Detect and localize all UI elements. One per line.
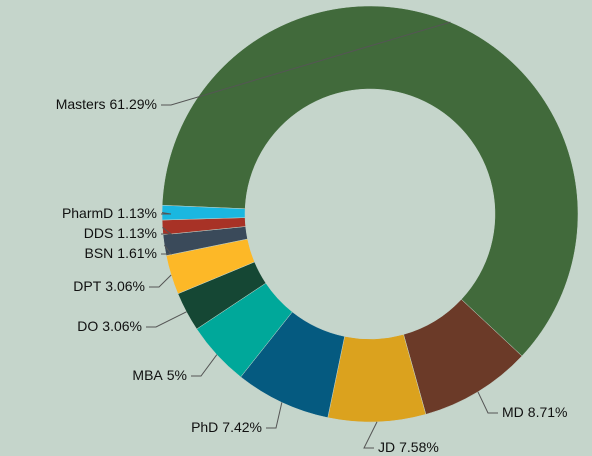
- slice-label: Masters 61.29%: [56, 96, 157, 112]
- slice-label: JD 7.58%: [378, 439, 439, 455]
- leader-line: [161, 21, 451, 106]
- category-name: PhD: [191, 419, 218, 435]
- value-label: 5%: [167, 367, 187, 383]
- slice: [161, 205, 246, 221]
- leader-line: [477, 391, 498, 414]
- value-label: 3.06%: [102, 318, 142, 334]
- category-name: MBA: [132, 367, 163, 383]
- slice-label: DDS 1.13%: [84, 225, 157, 241]
- category-name: JD: [378, 439, 395, 455]
- value-label: 1.13%: [117, 225, 157, 241]
- leader-line: [161, 244, 173, 255]
- value-label: 1.61%: [117, 245, 157, 261]
- slice-label: MBA 5%: [132, 367, 187, 383]
- category-name: MD: [502, 404, 524, 420]
- leader-line: [161, 227, 173, 235]
- value-label: 7.58%: [399, 439, 439, 455]
- value-label: 8.71%: [528, 404, 568, 420]
- leader-line: [149, 274, 172, 288]
- leader-line: [146, 311, 187, 328]
- category-name: BSN: [85, 245, 114, 261]
- leader-line: [161, 212, 172, 215]
- slice-label: PharmD 1.13%: [62, 205, 157, 221]
- category-name: DO: [77, 318, 98, 334]
- slice-label: PhD 7.42%: [191, 419, 262, 435]
- slice-label: DPT 3.06%: [73, 278, 145, 294]
- value-label: 7.42%: [222, 419, 262, 435]
- category-name: DPT: [73, 278, 101, 294]
- leader-line: [266, 402, 283, 429]
- value-label: 1.13%: [117, 205, 157, 221]
- slice-label: MD 8.71%: [502, 404, 567, 420]
- leader-line: [191, 354, 218, 377]
- slice: [161, 5, 579, 357]
- category-name: PharmD: [62, 205, 113, 221]
- value-label: 61.29%: [110, 96, 157, 112]
- slice-label: BSN 1.61%: [85, 245, 158, 261]
- leader-line: [363, 421, 378, 449]
- category-name: Masters: [56, 96, 106, 112]
- value-label: 3.06%: [105, 278, 145, 294]
- category-name: DDS: [84, 225, 114, 241]
- slice-label: DO 3.06%: [77, 318, 142, 334]
